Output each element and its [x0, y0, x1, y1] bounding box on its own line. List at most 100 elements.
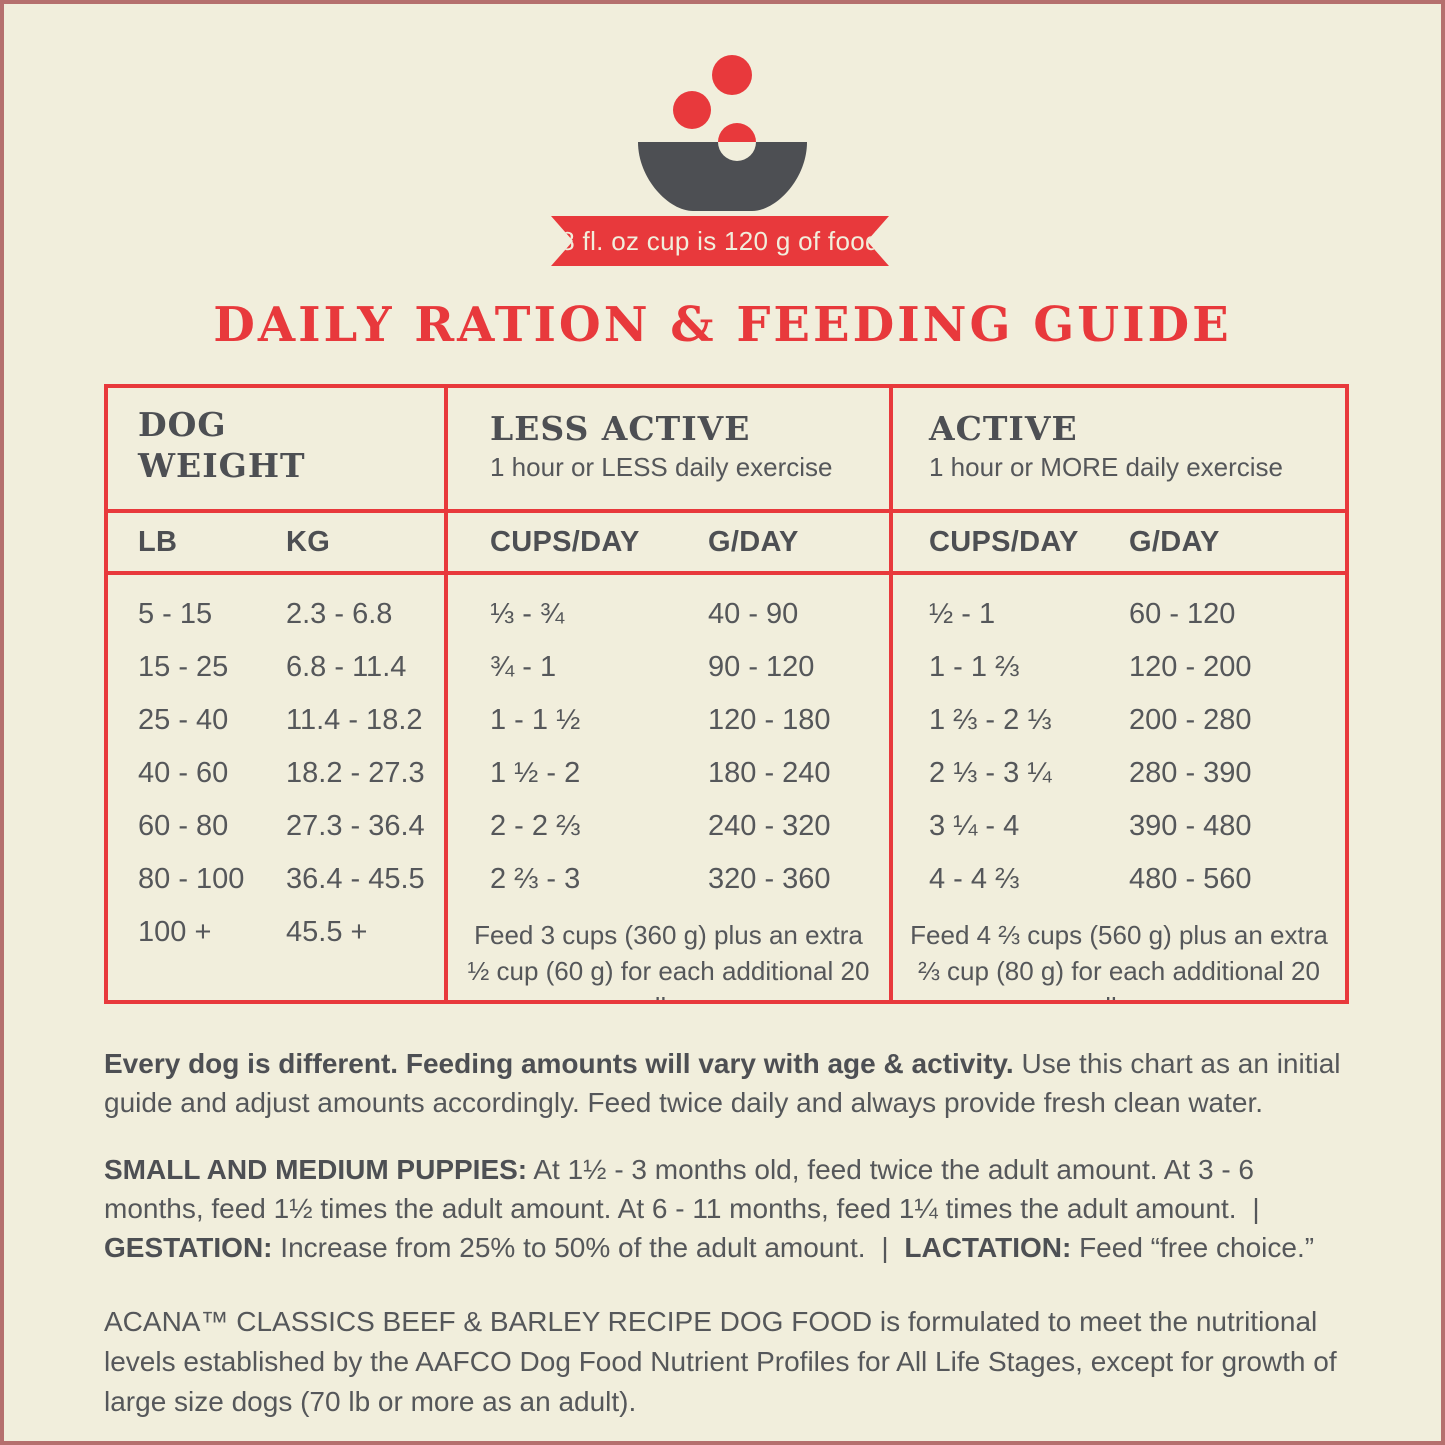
weight-values-column: 5 - 15 2.3 - 6.8 15 - 25 6.8 - 11.4 25 - 4…: [108, 575, 448, 1000]
kg-value: 18.2 - 27.3: [286, 757, 425, 789]
cups-value: 1 - 1 ⅔: [929, 651, 1020, 683]
column-header-grams: G/DAY: [1129, 525, 1220, 558]
cups-value: 3 ¼ - 4: [929, 810, 1020, 842]
table-body: 5 - 15 2.3 - 6.8 15 - 25 6.8 - 11.4 25 - 4…: [108, 575, 1345, 1000]
cups-value: ½ - 1: [929, 598, 996, 630]
table-row: 100 + 45.5 +: [108, 906, 444, 959]
kg-value: 2.3 - 6.8: [286, 598, 393, 630]
puppies-text: At 1½ - 3 months old, feed twice the adu…: [104, 1154, 1255, 1224]
table-row: 2 ⅓ - 3 ¼ 280 - 390: [893, 747, 1345, 800]
kg-value: 6.8 - 11.4: [286, 651, 407, 683]
gestation-label: GESTATION:: [104, 1232, 273, 1263]
active-values-column: ½ - 1 60 - 120 1 - 1 ⅔ 120 - 200 1 ⅔ - 2 ⅓…: [893, 575, 1345, 1000]
table-row: ⅓ - ¾ 40 - 90: [448, 588, 889, 641]
grams-value: 120 - 180: [708, 704, 831, 736]
cups-value: 1 ½ - 2: [490, 757, 581, 789]
active-overflow-note: Feed 4 ⅔ cups (560 g) plus an extra ⅔ cu…: [910, 920, 1328, 1000]
grams-value: 180 - 240: [708, 757, 831, 789]
footnote-lifestage: SMALL AND MEDIUM PUPPIES: At 1½ - 3 mont…: [104, 1150, 1354, 1267]
ribbon-banner: 8 fl. oz cup is 120 g of food: [551, 216, 889, 266]
kg-value: 45.5 +: [286, 916, 368, 948]
table-row: 25 - 40 11.4 - 18.2: [108, 694, 444, 747]
footnote-general-text: Use this chart as an initial guide and a…: [104, 1048, 1341, 1118]
grams-value: 60 - 120: [1129, 598, 1236, 630]
table-row: 2 - 2 ⅔ 240 - 320: [448, 800, 889, 853]
active-column-headers: CUPS/DAY G/DAY: [893, 513, 1345, 571]
group-title: DOG WEIGHT: [138, 405, 306, 485]
table-row: 3 ¼ - 4 390 - 480: [893, 800, 1345, 853]
group-active: ACTIVE 1 hour or MORE daily exercise: [893, 388, 1345, 509]
lb-value: 25 - 40: [138, 704, 229, 736]
grams-value: 390 - 480: [1129, 810, 1252, 842]
lactation-text: Feed “free choice.”: [1079, 1232, 1315, 1263]
separator-bar: |: [881, 1232, 889, 1263]
group-dog-weight: DOG WEIGHT: [108, 388, 448, 509]
footnote-aafco: ACANA™ CLASSICS BEEF & BARLEY RECIPE DOG…: [104, 1306, 1337, 1417]
grams-value: 240 - 320: [708, 810, 831, 842]
table-row: 1 - 1 ⅔ 120 - 200: [893, 641, 1345, 694]
cups-value: 4 - 4 ⅔: [929, 863, 1020, 895]
table-row: 1 ⅔ - 2 ⅓ 200 - 280: [893, 694, 1345, 747]
page-title: DAILY RATION & FEEDING GUIDE: [213, 297, 1232, 353]
grams-value: 200 - 280: [1129, 704, 1252, 736]
table-group-header-row: DOG WEIGHT LESS ACTIVE 1 hour or LESS da…: [108, 388, 1345, 513]
group-subtitle: 1 hour or LESS daily exercise: [490, 452, 833, 482]
grams-value: 120 - 200: [1129, 651, 1252, 683]
grams-value: 320 - 360: [708, 863, 831, 895]
lb-value: 40 - 60: [138, 757, 229, 789]
column-header-lb: LB: [138, 525, 178, 558]
lb-value: 5 - 15: [138, 598, 213, 630]
less-active-overflow-note: Feed 3 cups (360 g) plus an extra ½ cup …: [467, 920, 870, 1000]
lb-value: 60 - 80: [138, 810, 229, 842]
cups-value: 2 ⅔ - 3: [490, 863, 581, 895]
cups-value: 2 - 2 ⅔: [490, 810, 581, 842]
separator-bar: |: [1252, 1193, 1260, 1224]
table-row: 1 ½ - 2 180 - 240: [448, 747, 889, 800]
table-row: ½ - 1 60 - 120: [893, 588, 1345, 641]
column-header-cups: CUPS/DAY: [490, 525, 640, 558]
group-title: ACTIVE: [929, 409, 1078, 448]
kg-value: 27.3 - 36.4: [286, 810, 425, 842]
less-active-values-column: ⅓ - ¾ 40 - 90 ¾ - 1 90 - 120 1 - 1 ½ 120 - …: [448, 575, 893, 1000]
grams-value: 280 - 390: [1129, 757, 1252, 789]
lactation-label: LACTATION:: [904, 1232, 1072, 1263]
lb-value: 80 - 100: [138, 863, 245, 895]
table-row: 15 - 25 6.8 - 11.4: [108, 641, 444, 694]
column-header-grams: G/DAY: [708, 525, 799, 558]
kg-value: 36.4 - 45.5: [286, 863, 425, 895]
cups-value: ¾ - 1: [490, 651, 557, 683]
table-row: 40 - 60 18.2 - 27.3: [108, 747, 444, 800]
cups-value: 1 - 1 ½: [490, 704, 581, 736]
column-header-kg: KG: [286, 525, 331, 558]
column-header-cups: CUPS/DAY: [929, 525, 1079, 558]
grams-value: 40 - 90: [708, 598, 799, 630]
table-row: ¾ - 1 90 - 120: [448, 641, 889, 694]
cups-value: 1 ⅔ - 2 ⅓: [929, 704, 1052, 736]
cups-value: 2 ⅓ - 3 ¼: [929, 757, 1052, 789]
table-row: 4 - 4 ⅔ 480 - 560: [893, 853, 1345, 906]
kg-value: 11.4 - 18.2: [286, 704, 423, 736]
gestation-text: Increase from 25% to 50% of the adult am…: [280, 1232, 866, 1263]
cups-value: ⅓ - ¾: [490, 598, 565, 630]
footnote-general-bold: Every dog is different. Feeding amounts …: [104, 1048, 1014, 1079]
ribbon-text: 8 fl. oz cup is 120 g of food: [560, 225, 880, 256]
group-less-active: LESS ACTIVE 1 hour or LESS daily exercis…: [448, 388, 893, 509]
grams-value: 90 - 120: [708, 651, 815, 683]
table-row: 1 - 1 ½ 120 - 180: [448, 694, 889, 747]
dog-food-bowl-icon: [638, 55, 807, 211]
lb-value: 15 - 25: [138, 651, 229, 683]
table-row: 2 ⅔ - 3 320 - 360: [448, 853, 889, 906]
puppies-label: SMALL AND MEDIUM PUPPIES:: [104, 1154, 528, 1185]
table-row: 5 - 15 2.3 - 6.8: [108, 588, 444, 641]
weight-column-headers: LB KG: [108, 513, 448, 571]
feeding-table: DOG WEIGHT LESS ACTIVE 1 hour or LESS da…: [104, 384, 1349, 1004]
footnote-general: Every dog is different. Feeding amounts …: [104, 1044, 1354, 1122]
table-row: 80 - 100 36.4 - 45.5: [108, 853, 444, 906]
grams-value: 480 - 560: [1129, 863, 1252, 895]
group-subtitle: 1 hour or MORE daily exercise: [929, 452, 1284, 482]
less-active-column-headers: CUPS/DAY G/DAY: [448, 513, 893, 571]
table-column-header-row: LB KG CUPS/DAY G/DAY CUPS/DAY G/DAY: [108, 513, 1345, 575]
lb-value: 100 +: [138, 916, 212, 948]
table-row: 60 - 80 27.3 - 36.4: [108, 800, 444, 853]
